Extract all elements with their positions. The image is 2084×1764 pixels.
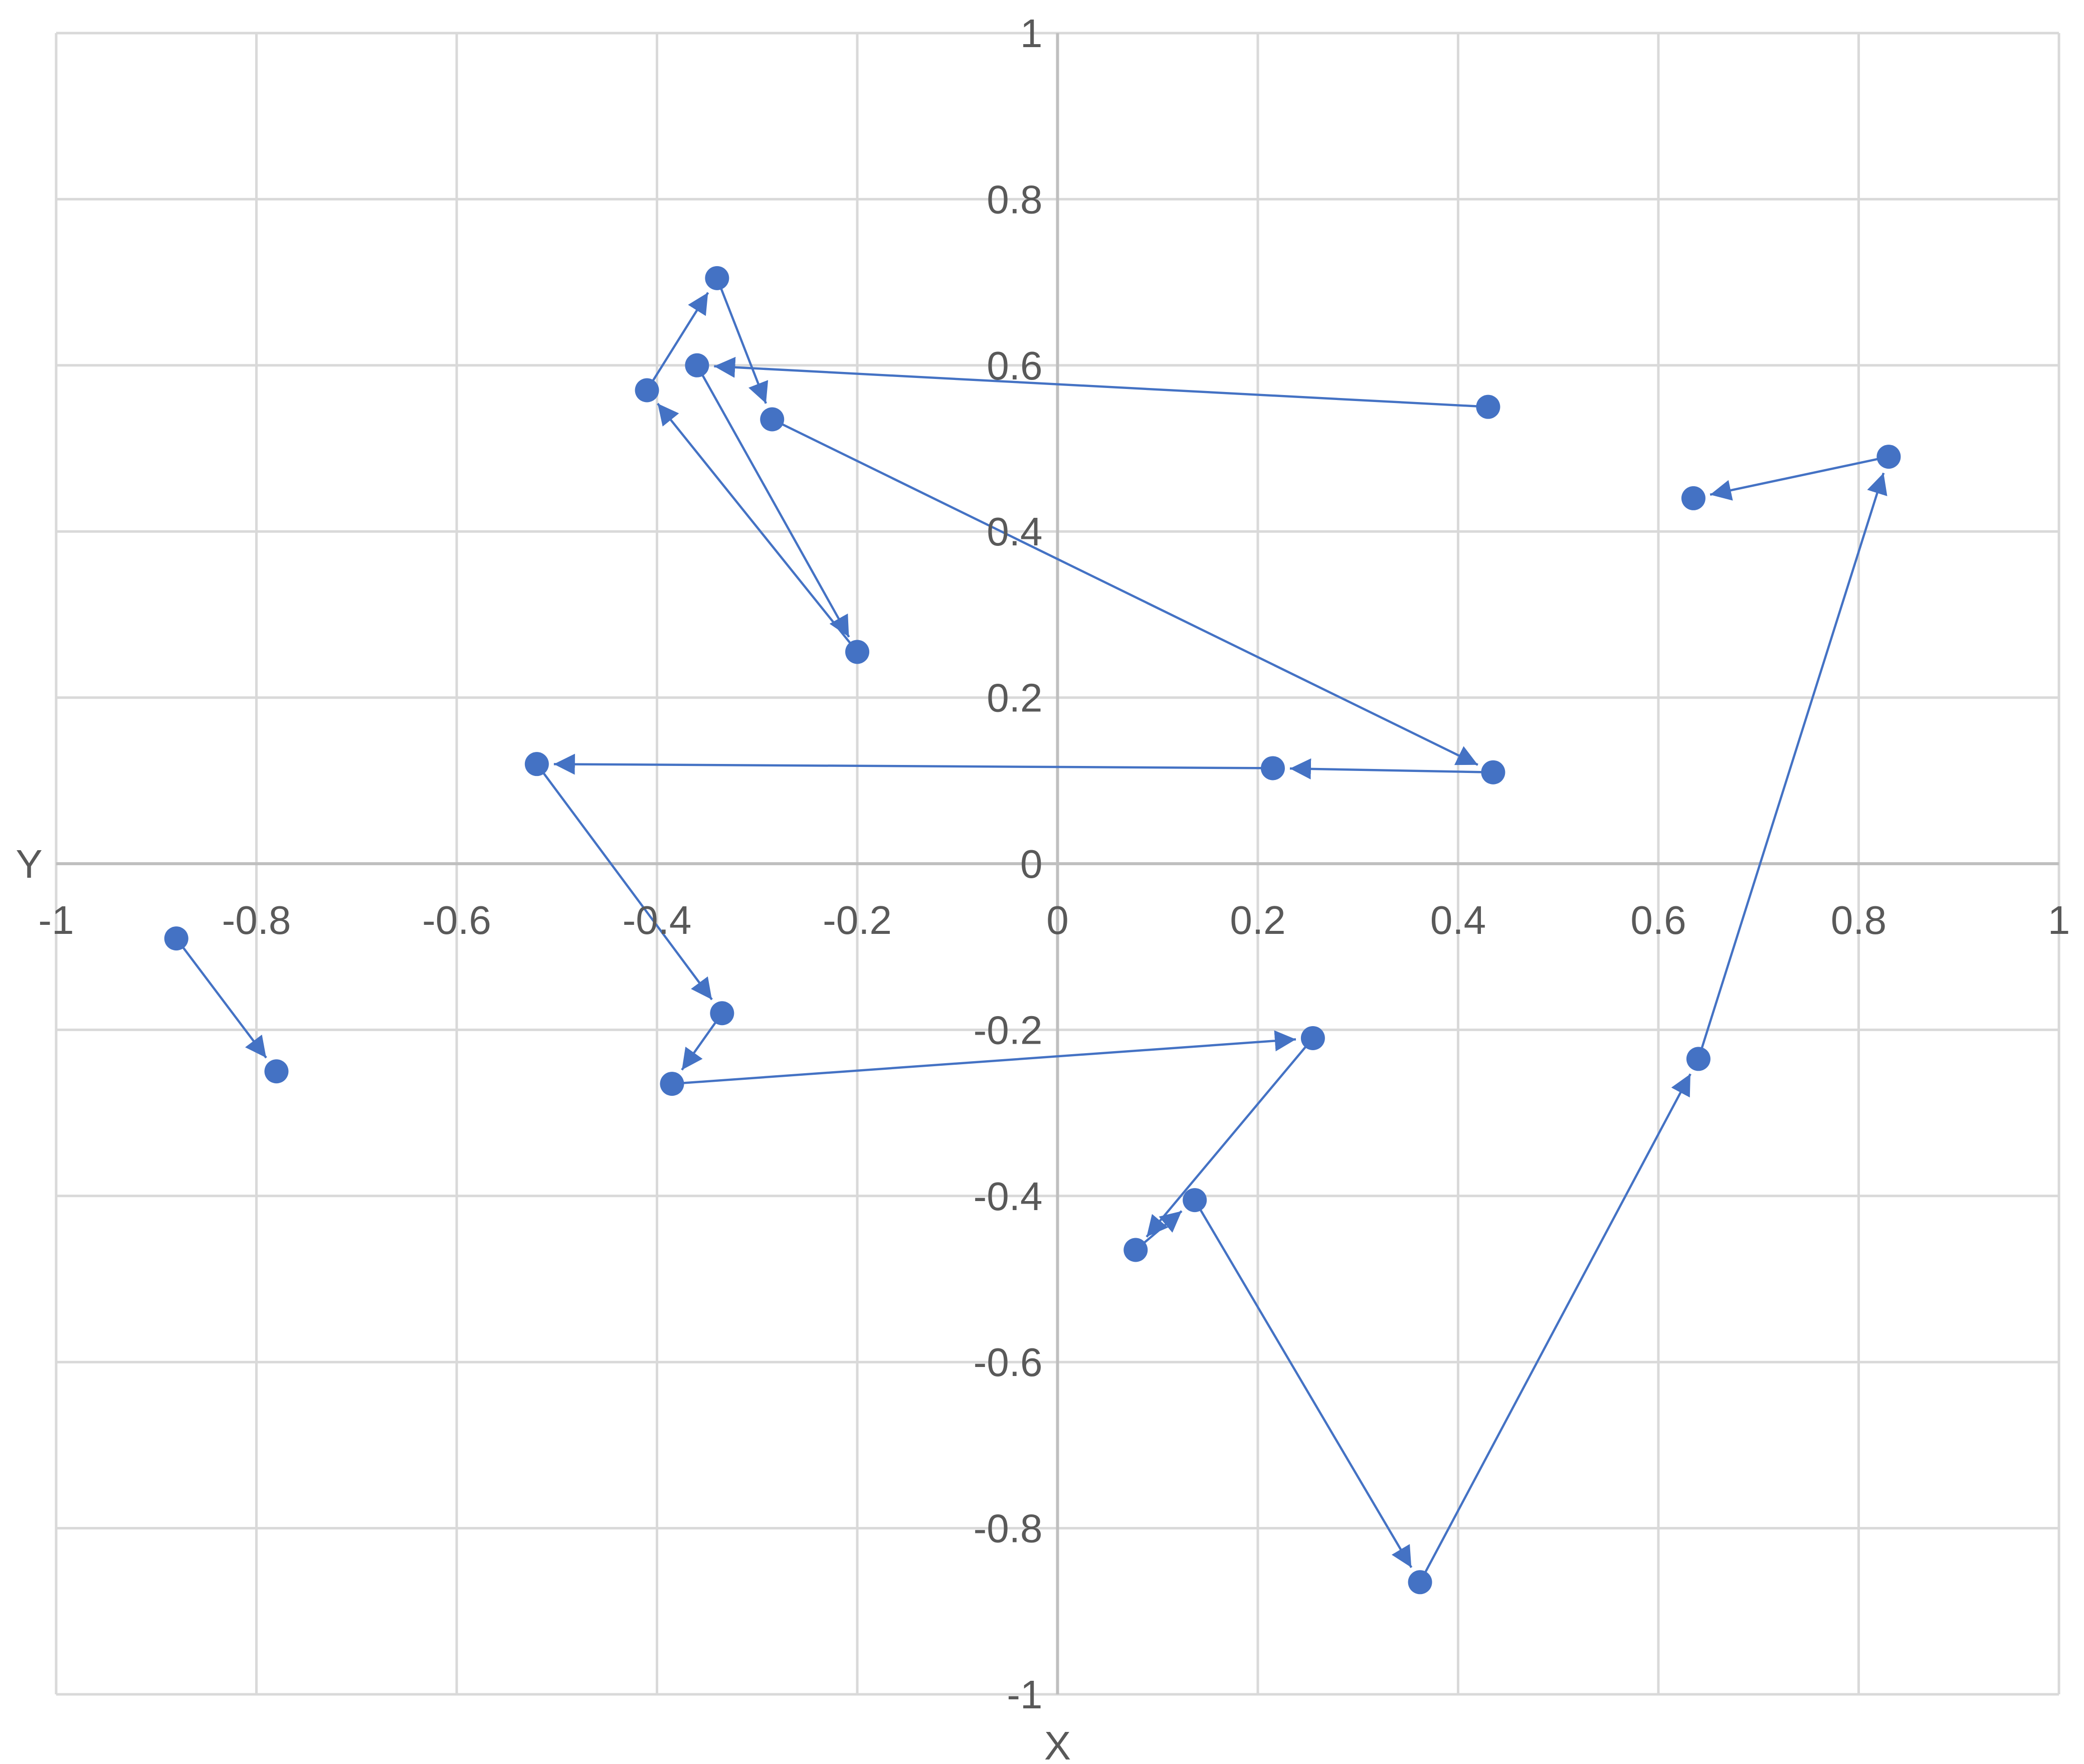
data-point: [1260, 756, 1285, 780]
series-arrow: [537, 765, 713, 1001]
series-arrow: [674, 1030, 1296, 1085]
y-tick-label: -0.4: [974, 1174, 1043, 1219]
series-arrow: [1289, 758, 1491, 779]
y-tick-label: 0.8: [987, 177, 1042, 222]
data-point: [1476, 395, 1500, 419]
y-tick-label: -0.6: [974, 1340, 1043, 1385]
data-point: [845, 640, 869, 664]
data-point: [660, 1072, 684, 1096]
data-point: [760, 407, 785, 432]
x-tick-label: 0.4: [1430, 898, 1486, 942]
data-point: [1123, 1238, 1148, 1262]
data-point: [524, 752, 549, 776]
data-point: [164, 926, 188, 951]
series-arrow: [714, 356, 1486, 408]
x-tick-label: -0.8: [222, 898, 291, 942]
series-arrow: [1146, 1039, 1312, 1238]
y-tick-label: -1: [1007, 1672, 1042, 1717]
y-tick-label: 1: [1020, 11, 1043, 56]
x-tick-label: -0.2: [823, 898, 892, 942]
data-point: [635, 378, 659, 403]
series-arrow: [1195, 1202, 1413, 1569]
series-arrow: [697, 366, 850, 638]
y-tick-label: -0.2: [974, 1008, 1043, 1052]
x-tick-label: -1: [38, 898, 74, 942]
series-arrow: [553, 753, 1271, 775]
series-arrow: [681, 1014, 722, 1071]
data-point: [705, 266, 729, 290]
data-point: [1481, 760, 1505, 785]
data-point: [264, 1059, 289, 1084]
data-point: [1686, 1047, 1711, 1071]
series-arrow: [176, 939, 267, 1059]
series-arrow: [657, 403, 857, 651]
data-point: [1408, 1570, 1432, 1595]
y-axis-title: Y: [16, 842, 42, 886]
x-axis-title: X: [1044, 1723, 1071, 1764]
y-tick-label: 0.2: [987, 676, 1042, 720]
series-arrow: [1698, 472, 1887, 1057]
y-tick-label: -0.8: [974, 1506, 1043, 1551]
series: [164, 266, 1901, 1595]
y-tick-label: 0.4: [987, 509, 1042, 554]
y-tick-label: 0.6: [987, 343, 1042, 388]
data-point: [1183, 1188, 1207, 1213]
labels: -1 -0.8 -0.6 -0.4 -0.2 0 0.2 0.4 0.6 0.8 1 -1 -0.8 -0…: [38, 11, 2070, 1717]
axes: [56, 33, 2059, 1694]
series-arrow: [647, 292, 709, 389]
x-tick-label: -0.6: [422, 898, 491, 942]
series-arrow: [1710, 456, 1887, 501]
data-point: [710, 1001, 734, 1026]
data-point: [1681, 486, 1706, 510]
data-point: [1300, 1026, 1325, 1050]
x-tick-label: -0.4: [623, 898, 692, 942]
data-point: [685, 353, 709, 377]
x-tick-label: 0: [1046, 898, 1069, 942]
y-tick-label: 0: [1020, 842, 1043, 886]
series-arrow: [1420, 1073, 1691, 1581]
x-tick-label: 0.6: [1630, 898, 1686, 942]
data-point: [1876, 445, 1901, 469]
series-arrow: [1136, 1210, 1183, 1250]
x-tick-label: 0.8: [1831, 898, 1886, 942]
series-arrow: [774, 419, 1478, 766]
x-tick-label: 1: [2048, 898, 2070, 942]
series-arrow: [716, 280, 769, 404]
x-tick-label: 0.2: [1230, 898, 1285, 942]
